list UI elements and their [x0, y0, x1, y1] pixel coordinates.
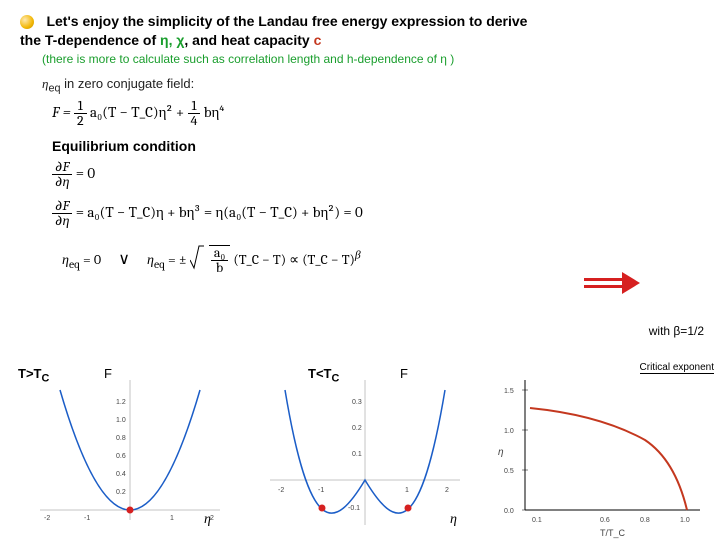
- derivative-expand: ∂F∂η = a₀(T − T_C)η + bη³ = η(a₀(T − T_C…: [52, 199, 700, 228]
- svg-mid: -2 -1 1 2 -0.1 0.1 0.2 0.3: [240, 360, 480, 540]
- svg-text:-1: -1: [84, 515, 90, 522]
- eta2-sub: eq: [154, 257, 165, 270]
- svg-text:2: 2: [210, 515, 214, 522]
- frac1-den: 2: [74, 114, 87, 128]
- title-greek: η, χ: [160, 32, 184, 48]
- svg-text:1.2: 1.2: [116, 399, 126, 406]
- r-y1: 0.5: [504, 468, 514, 475]
- eta2: η: [147, 251, 154, 268]
- partial-eta2: ∂η: [52, 214, 72, 228]
- svg-text:0.2: 0.2: [116, 489, 126, 496]
- frac-half: 12: [74, 99, 87, 128]
- svg-text:1: 1: [405, 487, 409, 494]
- slide-title: Let's enjoy the simplicity of the Landau…: [20, 13, 527, 48]
- title-line1: Let's enjoy the simplicity of the Landau…: [46, 13, 527, 29]
- bullet-icon: [20, 15, 34, 29]
- context-line: ηeq in zero conjugate field:: [42, 76, 700, 95]
- dFdeta: ∂F∂η: [52, 160, 72, 189]
- beta-sup: β: [355, 248, 361, 261]
- title-line2b: , and heat capacity: [184, 32, 313, 48]
- charts-row: T>TC F η -2-112 0.20.40.60.81.01.2 T<TC …: [0, 360, 720, 540]
- svg-left: -2 -1 1 2 0.2 0.4 0.6 0.8 1.0 1.2: [0, 360, 240, 540]
- r-y3: 1.5: [504, 388, 514, 395]
- svg-text:-0.1: -0.1: [348, 505, 360, 512]
- svg-text:-1: -1: [318, 487, 324, 494]
- eq-zero: = 0: [76, 164, 95, 182]
- free-energy-formula: F = 12 a₀(T − T_C)η² + 14 bη⁴: [52, 99, 700, 128]
- svg-text:1: 1: [170, 515, 174, 522]
- F-tail: bη⁴: [204, 103, 225, 121]
- svg-text:-2: -2: [44, 515, 50, 522]
- svg-text:0.3: 0.3: [352, 399, 362, 406]
- derivative-zero: ∂F∂η = 0: [52, 160, 700, 189]
- sol-pm: = ±: [165, 251, 187, 268]
- title-line2a: the T-dependence of: [20, 32, 160, 48]
- root-den: b: [211, 261, 228, 275]
- beta-note: with β=1/2: [649, 324, 704, 338]
- eta1-sub: eq: [69, 257, 80, 270]
- subnote-text: there is more to calculate such as corre…: [46, 52, 450, 66]
- expand-expr: = a₀(T − T_C)η + bη³ = η(a₀(T − T_C) + b…: [76, 203, 363, 221]
- frac-quarter: 14: [188, 99, 201, 128]
- svg-text:0.6: 0.6: [116, 453, 126, 460]
- svg-right: 0.0 0.5 1.0 1.5 0.1 0.6 0.8 1.0 η T/T_C: [480, 360, 720, 540]
- eta1: η: [62, 251, 69, 268]
- sqrt: a₀b: [190, 242, 231, 275]
- svg-text:1.0: 1.0: [116, 417, 126, 424]
- r-x2: 0.8: [640, 517, 650, 524]
- r-y0: 0.0: [504, 508, 514, 515]
- title-c: c: [314, 32, 322, 48]
- root-frac: a₀b: [211, 246, 228, 275]
- eta-sub: eq: [48, 83, 60, 95]
- r-x3: 1.0: [680, 517, 690, 524]
- r-y2: 1.0: [504, 428, 514, 435]
- r-x1: 0.6: [600, 517, 610, 524]
- svg-text:0.8: 0.8: [116, 435, 126, 442]
- partial-eta: ∂η: [52, 175, 72, 189]
- dFdeta2: ∂F∂η: [52, 199, 72, 228]
- svg-text:0.2: 0.2: [352, 425, 362, 432]
- svg-text:0.1: 0.1: [352, 451, 362, 458]
- implies-arrow: [584, 272, 640, 299]
- chart-order-param: 0.0 0.5 1.0 1.5 0.1 0.6 0.8 1.0 η T/T_C: [480, 360, 720, 540]
- sol-zero: = 0: [80, 251, 101, 268]
- paren-close: ): [450, 52, 454, 66]
- chart-double-well: T<TC F η -2-112 -0.10.10.20.3: [240, 360, 480, 540]
- chart-single-well: T>TC F η -2-112 0.20.40.60.81.01.2: [0, 360, 240, 540]
- r-x0: 0.1: [532, 517, 542, 524]
- frac2-den: 4: [188, 114, 201, 128]
- r-xlabel: T/T_C: [600, 528, 626, 538]
- section-equilibrium: Equilibrium condition: [52, 138, 700, 154]
- svg-text:-2: -2: [278, 487, 284, 494]
- tc-term: (T_C − T) ∝ (T_C − T): [233, 251, 355, 268]
- svg-text:2: 2: [445, 487, 449, 494]
- svg-text:0.4: 0.4: [116, 471, 126, 478]
- solutions-row: ηeq = 0 ∨ ηeq = ± a₀b (T_C − T) ∝ (T_C −…: [62, 242, 700, 275]
- F-mid: a₀(T − T_C)η² +: [90, 103, 188, 121]
- context-post: in zero conjugate field:: [61, 76, 195, 91]
- subtitle-note: (there is more to calculate such as corr…: [42, 52, 700, 66]
- r-ylabel: η: [498, 447, 504, 458]
- or-symbol: ∨: [118, 250, 130, 268]
- F-lhs: F =: [52, 103, 74, 121]
